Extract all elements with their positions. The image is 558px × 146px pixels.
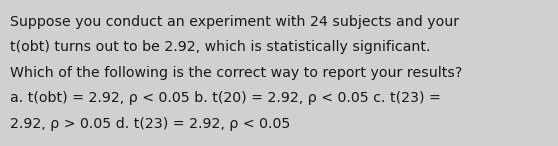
Text: Suppose you conduct an experiment with 24 subjects and your: Suppose you conduct an experiment with 2… — [10, 15, 459, 29]
Text: t(obt) turns out to be 2.92, which is statistically significant.: t(obt) turns out to be 2.92, which is st… — [10, 40, 431, 54]
Text: 2.92, ρ > 0.05 d. t(23) = 2.92, ρ < 0.05: 2.92, ρ > 0.05 d. t(23) = 2.92, ρ < 0.05 — [10, 117, 290, 131]
Text: Which of the following is the correct way to report your results?: Which of the following is the correct wa… — [10, 66, 463, 80]
Text: a. t(obt) = 2.92, ρ < 0.05 b. t(20) = 2.92, ρ < 0.05 c. t(23) =: a. t(obt) = 2.92, ρ < 0.05 b. t(20) = 2.… — [10, 91, 441, 105]
